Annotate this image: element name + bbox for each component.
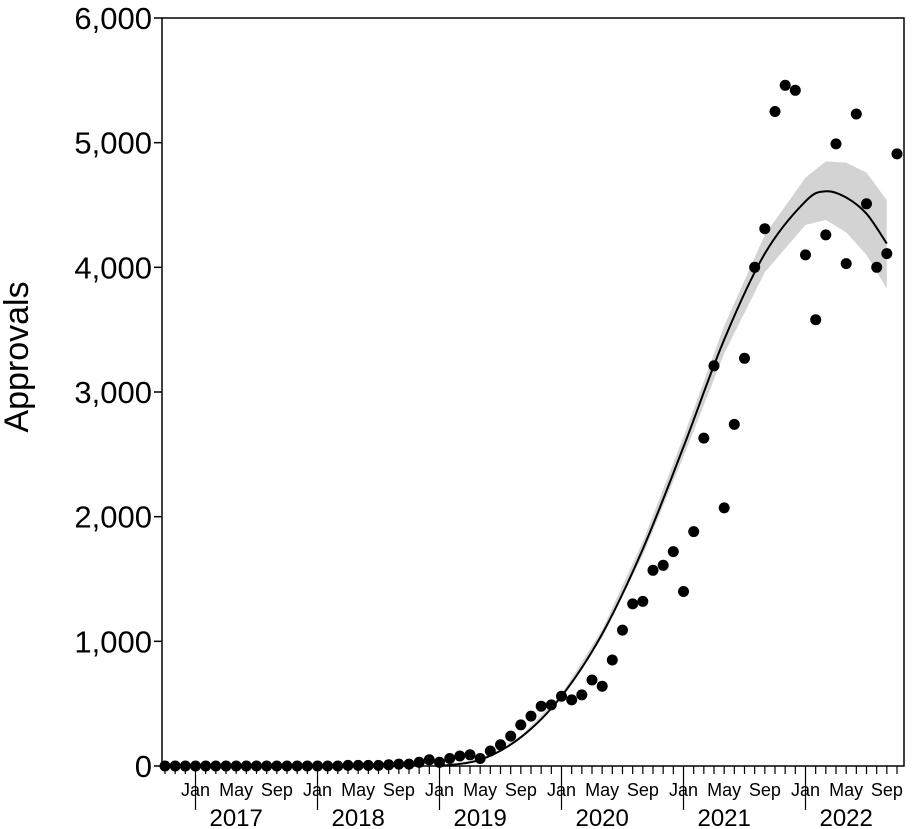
data-point bbox=[464, 749, 476, 761]
data-point bbox=[881, 248, 893, 260]
x-year-label: 2019 bbox=[453, 805, 506, 829]
data-point bbox=[820, 229, 832, 241]
data-point bbox=[545, 699, 557, 711]
data-point bbox=[759, 223, 771, 235]
x-month-label: Sep bbox=[627, 780, 659, 800]
data-point bbox=[505, 730, 517, 742]
y-tick-label: 3,000 bbox=[74, 375, 152, 410]
data-point bbox=[556, 690, 567, 702]
data-point bbox=[830, 138, 842, 150]
x-month-label: Jan bbox=[303, 780, 332, 800]
data-point bbox=[403, 758, 415, 770]
x-month-label: Sep bbox=[749, 780, 781, 800]
data-point bbox=[708, 360, 720, 372]
data-point bbox=[688, 526, 700, 538]
data-point bbox=[413, 756, 425, 768]
x-year-label: 2020 bbox=[575, 805, 628, 829]
data-point bbox=[515, 719, 527, 731]
x-month-label: Jan bbox=[791, 780, 820, 800]
x-month-label: May bbox=[219, 780, 253, 800]
data-point bbox=[423, 754, 435, 766]
y-tick-label: 2,000 bbox=[74, 500, 152, 535]
data-point bbox=[789, 84, 801, 96]
data-point bbox=[800, 249, 811, 261]
data-point bbox=[779, 79, 791, 91]
data-point bbox=[627, 598, 639, 610]
data-point bbox=[861, 198, 872, 210]
data-point bbox=[840, 258, 852, 270]
y-tick-label: 6,000 bbox=[74, 1, 152, 36]
y-tick-label: 1,000 bbox=[74, 624, 152, 659]
data-point bbox=[657, 559, 669, 571]
data-point bbox=[678, 586, 689, 597]
x-year-label: 2018 bbox=[331, 805, 384, 829]
data-point bbox=[637, 595, 649, 607]
data-point bbox=[647, 564, 659, 576]
data-point bbox=[718, 502, 730, 514]
data-point-layer bbox=[159, 79, 903, 772]
data-point bbox=[617, 624, 628, 636]
data-point bbox=[576, 689, 588, 701]
data-point bbox=[535, 700, 547, 712]
data-point bbox=[667, 546, 679, 558]
data-point bbox=[606, 654, 618, 666]
x-month-label: Sep bbox=[505, 780, 537, 800]
data-point bbox=[566, 694, 578, 706]
data-point bbox=[484, 745, 496, 757]
x-month-label: May bbox=[585, 780, 619, 800]
x-month-label: Jan bbox=[425, 780, 454, 800]
confidence-band bbox=[439, 161, 887, 766]
data-point bbox=[495, 739, 506, 751]
data-point bbox=[393, 758, 405, 770]
x-month-label: Jan bbox=[547, 780, 576, 800]
data-point bbox=[749, 261, 761, 273]
y-axis-label: Approvals bbox=[0, 281, 36, 432]
x-month-label: May bbox=[707, 780, 741, 800]
data-point bbox=[596, 680, 608, 692]
data-point bbox=[444, 753, 456, 764]
y-tick-label: 5,000 bbox=[74, 126, 152, 161]
x-axis-ticks: Jan May Sep Jan May Sep Jan May Sep Jan May Sep Jan M… bbox=[164, 766, 903, 829]
data-point bbox=[739, 352, 750, 364]
confidence-band-layer bbox=[439, 161, 887, 766]
data-point bbox=[586, 674, 598, 686]
data-point bbox=[525, 710, 537, 722]
plot-border bbox=[161, 17, 905, 767]
x-month-label: May bbox=[341, 780, 375, 800]
x-month-label: Sep bbox=[261, 780, 293, 800]
x-month-label: May bbox=[829, 780, 863, 800]
data-point bbox=[728, 418, 740, 430]
x-month-label: Jan bbox=[181, 780, 210, 800]
x-year-label: 2021 bbox=[697, 805, 750, 829]
x-month-label: May bbox=[463, 780, 497, 800]
y-tick-label: 0 bbox=[135, 749, 152, 784]
data-point bbox=[454, 750, 466, 762]
x-month-label: Sep bbox=[871, 780, 903, 800]
x-month-label: Jan bbox=[669, 780, 698, 800]
data-point bbox=[434, 756, 445, 768]
y-tick-label: 4,000 bbox=[74, 250, 152, 285]
data-point bbox=[850, 108, 862, 120]
data-point bbox=[769, 106, 781, 117]
fitted-line-layer bbox=[439, 190, 888, 767]
fitted-line bbox=[439, 190, 888, 767]
data-point bbox=[810, 314, 822, 326]
data-point bbox=[474, 753, 486, 764]
plot-frame bbox=[161, 17, 905, 767]
x-year-label: 2022 bbox=[819, 805, 872, 829]
x-year-label: 2017 bbox=[209, 805, 262, 829]
data-point bbox=[698, 432, 710, 444]
data-point bbox=[383, 759, 395, 771]
data-point bbox=[871, 261, 883, 273]
data-point bbox=[891, 148, 903, 160]
x-month-label: Sep bbox=[383, 780, 415, 800]
y-axis-ticks: 0 1,000 2,000 3,000 4,000 5,000 6,000 bbox=[74, 1, 162, 784]
